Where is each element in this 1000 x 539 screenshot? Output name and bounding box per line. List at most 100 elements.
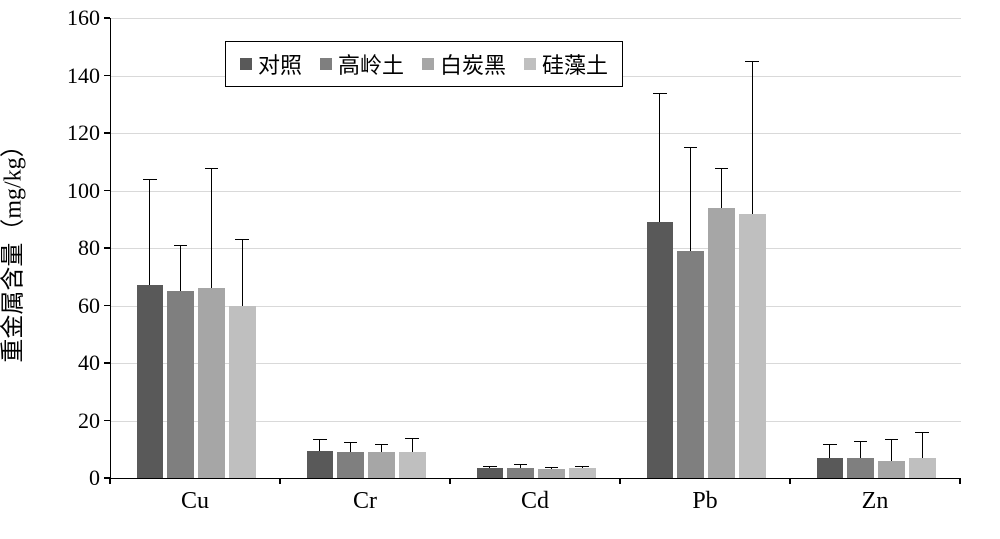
bar: [878, 461, 905, 478]
error-cap: [684, 147, 697, 148]
bar: [477, 468, 504, 478]
y-tick-label: 120: [60, 120, 100, 146]
x-category-label: Zn: [862, 488, 889, 515]
bar: [538, 469, 565, 478]
x-tick: [279, 478, 281, 484]
error-bar: [721, 168, 722, 208]
error-bar: [922, 432, 923, 458]
error-cap: [174, 245, 187, 246]
error-cap: [915, 432, 928, 433]
x-category-label: Cr: [353, 488, 377, 515]
legend-item: 白炭黑: [422, 48, 506, 80]
y-tick-label: 0: [60, 465, 100, 491]
legend-item: 硅藻土: [524, 48, 608, 80]
bar: [337, 452, 364, 478]
error-cap: [405, 438, 418, 439]
error-cap: [545, 467, 558, 468]
legend-swatch: [240, 58, 252, 70]
chart-container: 重金属含量（mg/kg） 对照高岭土白炭黑硅藻土 020406080100120…: [0, 0, 1000, 539]
bar: [229, 306, 256, 479]
legend-swatch: [524, 58, 536, 70]
error-bar: [659, 93, 660, 222]
bar: [307, 451, 334, 478]
error-cap: [823, 444, 836, 445]
legend-label: 白炭黑: [440, 48, 506, 80]
y-tick-label: 40: [60, 350, 100, 376]
plot-area: [110, 18, 961, 479]
y-tick: [104, 75, 110, 77]
legend-item: 高岭土: [320, 48, 404, 80]
bar: [739, 214, 766, 479]
error-bar: [319, 439, 320, 451]
error-bar: [412, 438, 413, 452]
error-cap: [375, 444, 388, 445]
bar: [399, 452, 426, 478]
error-cap: [143, 179, 156, 180]
error-cap: [745, 61, 758, 62]
bar: [368, 452, 395, 478]
error-bar: [860, 441, 861, 458]
y-tick-label: 60: [60, 293, 100, 319]
y-tick: [104, 362, 110, 364]
bar: [137, 285, 164, 478]
error-cap: [885, 439, 898, 440]
error-bar: [242, 239, 243, 305]
y-tick-label: 140: [60, 63, 100, 89]
bar: [167, 291, 194, 478]
x-tick: [109, 478, 111, 484]
bar: [847, 458, 874, 478]
error-bar: [891, 439, 892, 461]
error-cap: [313, 439, 326, 440]
gridline: [111, 133, 961, 134]
legend-item: 对照: [240, 48, 302, 80]
bar: [677, 251, 704, 478]
error-cap: [514, 464, 527, 465]
error-cap: [344, 442, 357, 443]
y-tick: [104, 247, 110, 249]
bar: [198, 288, 225, 478]
gridline: [111, 18, 961, 19]
error-cap: [205, 168, 218, 169]
error-cap: [854, 441, 867, 442]
legend-label: 对照: [258, 48, 302, 80]
legend-swatch: [320, 58, 332, 70]
error-bar: [381, 444, 382, 453]
y-tick-label: 100: [60, 178, 100, 204]
y-tick-label: 80: [60, 235, 100, 261]
error-bar: [752, 61, 753, 213]
bar: [708, 208, 735, 478]
x-tick: [959, 478, 961, 484]
x-category-label: Pb: [692, 488, 717, 515]
x-category-label: Cu: [181, 488, 209, 515]
y-tick-label: 160: [60, 5, 100, 31]
y-tick: [104, 17, 110, 19]
error-bar: [690, 147, 691, 251]
y-tick-label: 20: [60, 408, 100, 434]
bar: [569, 468, 596, 478]
error-cap: [715, 168, 728, 169]
error-bar: [211, 168, 212, 289]
bar: [817, 458, 844, 478]
error-cap: [483, 466, 496, 467]
x-tick: [619, 478, 621, 484]
legend-swatch: [422, 58, 434, 70]
error-bar: [829, 444, 830, 458]
x-category-label: Cd: [521, 488, 549, 515]
y-tick: [104, 132, 110, 134]
y-tick: [104, 190, 110, 192]
gridline: [111, 248, 961, 249]
y-tick: [104, 305, 110, 307]
error-cap: [653, 93, 666, 94]
legend-label: 高岭土: [338, 48, 404, 80]
x-tick: [449, 478, 451, 484]
x-tick: [789, 478, 791, 484]
y-tick: [104, 420, 110, 422]
bar: [647, 222, 674, 478]
gridline: [111, 191, 961, 192]
bar: [507, 468, 534, 478]
error-cap: [575, 466, 588, 467]
error-cap: [235, 239, 248, 240]
error-bar: [180, 245, 181, 291]
error-bar: [350, 442, 351, 452]
bar: [909, 458, 936, 478]
